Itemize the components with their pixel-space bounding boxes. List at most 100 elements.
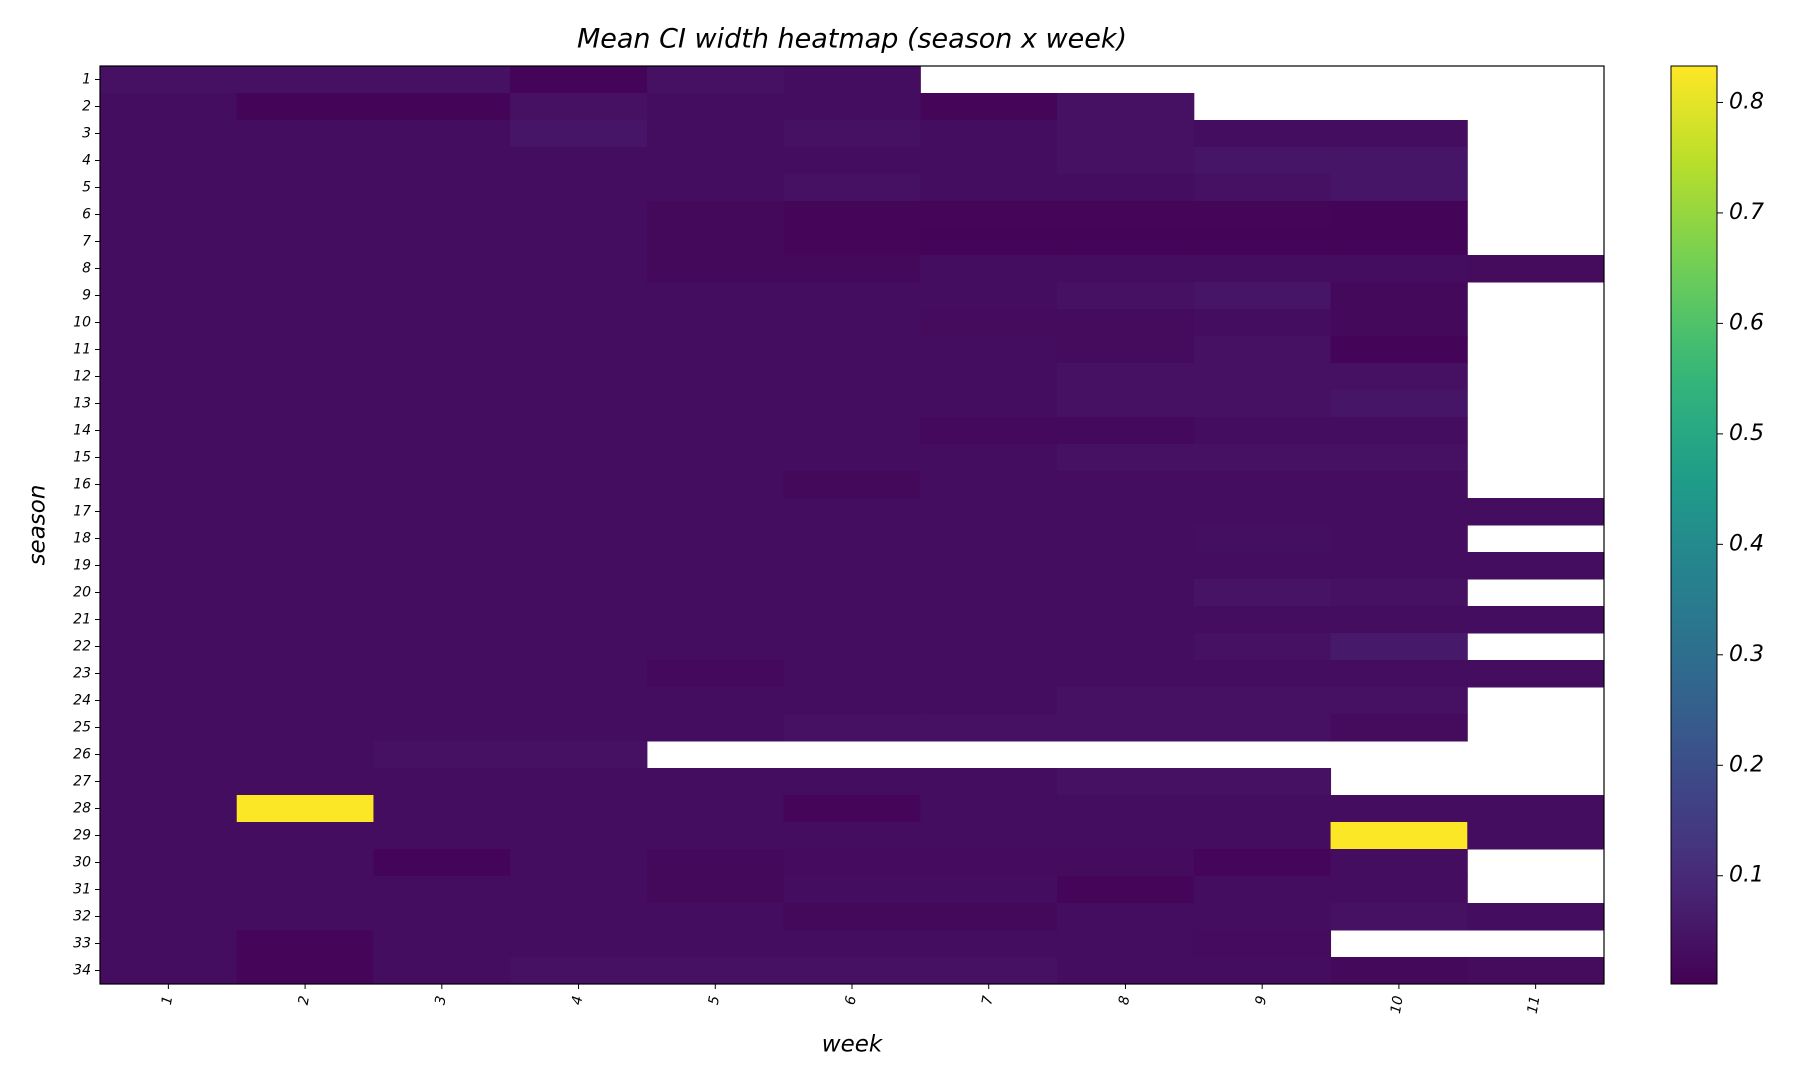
y-axis-label: season xyxy=(25,485,51,566)
heatmap-cell xyxy=(1330,552,1468,580)
heatmap-cell xyxy=(373,174,511,202)
heatmap-cell xyxy=(646,606,785,634)
y-tick-label: 17 xyxy=(73,504,91,520)
heatmap-cell xyxy=(510,903,648,931)
colorbar xyxy=(1670,65,1718,985)
y-tick-label: 5 xyxy=(82,180,91,196)
heatmap-cell xyxy=(236,336,374,364)
heatmap-cell xyxy=(1330,120,1468,148)
heatmap-cell xyxy=(236,444,374,472)
heatmap-cell xyxy=(783,606,921,634)
heatmap-cell xyxy=(783,174,921,202)
heatmap-cell xyxy=(646,120,785,148)
heatmap-cell xyxy=(373,201,511,229)
heatmap-cell xyxy=(920,282,1058,310)
heatmap-cell xyxy=(1193,552,1332,580)
x-tick-label: 5 xyxy=(706,995,723,1007)
heatmap-cell xyxy=(236,795,374,823)
heatmap-cell xyxy=(236,309,374,337)
heatmap-cell xyxy=(1193,498,1332,526)
heatmap-cell xyxy=(100,795,238,823)
heatmap-cell xyxy=(373,741,511,769)
colorbar-tick-label: 0.8 xyxy=(1729,89,1764,114)
heatmap-cell xyxy=(1193,525,1332,553)
heatmap-cell xyxy=(100,876,238,904)
heatmap-cell xyxy=(373,282,511,310)
heatmap-cell xyxy=(1193,795,1332,823)
heatmap-cell xyxy=(1057,174,1195,202)
heatmap-cell xyxy=(783,849,921,877)
heatmap-cell xyxy=(236,606,374,634)
heatmap-cell xyxy=(1193,849,1332,877)
heatmap-cell xyxy=(920,768,1058,796)
heatmap-cell xyxy=(1330,795,1468,823)
heatmap-cell xyxy=(373,579,511,607)
colorbar-tick-label: 0.5 xyxy=(1729,421,1764,446)
heatmap-cell xyxy=(236,147,374,175)
heatmap-cell xyxy=(920,390,1058,418)
heatmap-cell xyxy=(646,498,785,526)
heatmap-cell xyxy=(1057,957,1195,985)
y-tick-label: 23 xyxy=(73,666,91,682)
heatmap-cell xyxy=(1330,525,1468,553)
heatmap-cell xyxy=(920,201,1058,229)
heatmap-cell xyxy=(510,93,648,121)
heatmap-cell xyxy=(920,498,1058,526)
heatmap-cell xyxy=(1467,903,1605,931)
heatmap-cell xyxy=(236,282,374,310)
heatmap-cell xyxy=(100,525,238,553)
x-tick-label: 2 xyxy=(296,995,313,1007)
heatmap-cell xyxy=(1330,174,1468,202)
heatmap-cell xyxy=(373,552,511,580)
heatmap-cell xyxy=(510,390,648,418)
heatmap-cell xyxy=(646,336,785,364)
heatmap-cell xyxy=(1330,714,1468,742)
heatmap-cell xyxy=(783,957,921,985)
heatmap-cell xyxy=(236,498,374,526)
heatmap-cell xyxy=(646,417,785,445)
heatmap-cell xyxy=(510,957,648,985)
heatmap-cell xyxy=(1057,660,1195,688)
heatmap-cell xyxy=(783,120,921,148)
x-tick-label: 7 xyxy=(979,995,996,1007)
heatmap-cell xyxy=(100,579,238,607)
heatmap-cell xyxy=(1193,120,1332,148)
y-tick-label: 25 xyxy=(73,720,91,736)
heatmap-cell xyxy=(510,714,648,742)
heatmap-cell xyxy=(1330,822,1468,850)
y-tick-label: 21 xyxy=(73,612,91,628)
heatmap-cell xyxy=(100,363,238,391)
heatmap-cell xyxy=(1057,471,1195,499)
heatmap-cell xyxy=(1330,876,1468,904)
heatmap-cell xyxy=(1193,768,1332,796)
colorbar-tick-label: 0.3 xyxy=(1729,642,1764,667)
heatmap-cell xyxy=(1330,687,1468,715)
heatmap-cell xyxy=(920,579,1058,607)
heatmap-cell xyxy=(510,201,648,229)
heatmap-cell xyxy=(373,876,511,904)
heatmap-cell xyxy=(1193,336,1332,364)
heatmap-cell xyxy=(373,714,511,742)
heatmap-cell xyxy=(646,849,785,877)
heatmap-cell xyxy=(1330,309,1468,337)
heatmap-cell xyxy=(1330,390,1468,418)
heatmap-cell xyxy=(920,336,1058,364)
heatmap-cell xyxy=(1193,444,1332,472)
heatmap-cell xyxy=(783,633,921,661)
y-tick-label: 30 xyxy=(73,855,91,871)
heatmap-cell xyxy=(783,471,921,499)
x-tick-label: 9 xyxy=(1253,995,1270,1007)
heatmap-cell xyxy=(646,768,785,796)
heatmap-cell xyxy=(236,417,374,445)
heatmap-cell xyxy=(920,471,1058,499)
heatmap-cell xyxy=(1467,552,1605,580)
heatmap-cell xyxy=(100,282,238,310)
heatmap-cell xyxy=(783,147,921,175)
heatmap-cell xyxy=(236,714,374,742)
heatmap-cell xyxy=(236,849,374,877)
heatmap-cell xyxy=(1193,282,1332,310)
heatmap-cell xyxy=(100,957,238,985)
heatmap-cell xyxy=(1057,282,1195,310)
heatmap-cell xyxy=(100,255,238,283)
